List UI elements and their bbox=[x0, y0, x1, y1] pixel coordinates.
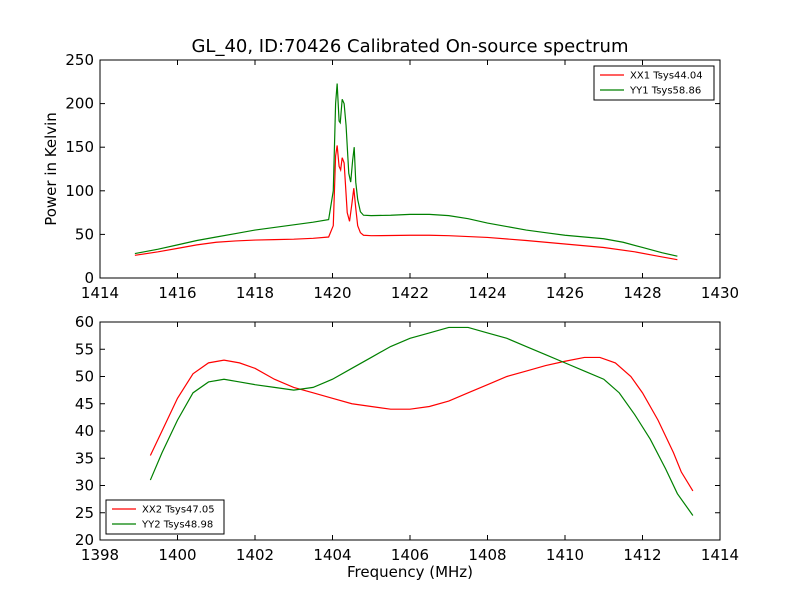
legend-label: XX2 Tsys47.05 bbox=[142, 505, 215, 516]
legend-label: YY1 Tsys58.86 bbox=[629, 86, 701, 97]
series-line-2 bbox=[134, 83, 678, 257]
legend: XX2 Tsys47.05 YY2 Tsys48.98 bbox=[105, 499, 225, 535]
y-tick-label: 200 bbox=[65, 95, 94, 113]
x-tick-label: 1414 bbox=[701, 546, 739, 564]
x-tick-label: 1408 bbox=[468, 546, 506, 564]
x-tick-label: 1404 bbox=[313, 546, 351, 564]
y-tick-label: 40 bbox=[75, 422, 94, 440]
x-tick-label: 1412 bbox=[623, 546, 661, 564]
y-tick-label: 55 bbox=[75, 340, 94, 358]
series-line-1 bbox=[149, 356, 694, 492]
chart-title: GL_40, ID:70426 Calibrated On-source spe… bbox=[191, 36, 628, 57]
x-tick-label: 1416 bbox=[158, 284, 196, 302]
y-tick-label: 35 bbox=[75, 449, 94, 467]
legend-box bbox=[105, 499, 225, 535]
x-tick-label: 1400 bbox=[158, 546, 196, 564]
x-tick-label: 1406 bbox=[391, 546, 429, 564]
y-tick-label: 50 bbox=[75, 225, 94, 243]
x-axis-label: Frequency (MHz) bbox=[347, 563, 473, 581]
y-tick-label: 50 bbox=[75, 368, 94, 386]
y-tick-label: 100 bbox=[65, 182, 94, 200]
y-tick-label: 60 bbox=[75, 313, 94, 331]
y-axis-label: Power in Kelvin bbox=[42, 112, 60, 226]
x-tick-label: 1430 bbox=[701, 284, 739, 302]
legend-box bbox=[593, 65, 715, 101]
legend: XX1 Tsys44.04 YY1 Tsys58.86 bbox=[593, 65, 715, 101]
series-line-2 bbox=[149, 326, 694, 516]
x-tick-label: 1414 bbox=[81, 284, 119, 302]
y-tick-label: 20 bbox=[75, 531, 94, 549]
x-tick-label: 1420 bbox=[313, 284, 351, 302]
legend-label: XX1 Tsys44.04 bbox=[630, 71, 703, 82]
y-tick-label: 150 bbox=[65, 138, 94, 156]
y-tick-label: 45 bbox=[75, 395, 94, 413]
x-tick-label: 1402 bbox=[236, 546, 274, 564]
y-tick-label: 0 bbox=[84, 269, 94, 287]
y-tick-label: 25 bbox=[75, 504, 94, 522]
x-tick-label: 1410 bbox=[546, 546, 584, 564]
chart-1: GL_40, ID:70426 Calibrated On-source spe… bbox=[42, 36, 739, 302]
x-tick-label: 1398 bbox=[81, 546, 119, 564]
y-tick-label: 30 bbox=[75, 477, 94, 495]
chart-2: 1398 1400 1402 1404 1406 1408 1410 1412 1414 20 25… bbox=[75, 313, 739, 581]
x-tick-label: 1428 bbox=[623, 284, 661, 302]
x-tick-label: 1418 bbox=[236, 284, 274, 302]
y-tick-label: 250 bbox=[65, 51, 94, 69]
legend-label: YY2 Tsys48.98 bbox=[141, 520, 213, 531]
x-tick-label: 1424 bbox=[468, 284, 506, 302]
x-tick-label: 1422 bbox=[391, 284, 429, 302]
x-tick-label: 1426 bbox=[546, 284, 584, 302]
series-line-1 bbox=[134, 145, 678, 261]
